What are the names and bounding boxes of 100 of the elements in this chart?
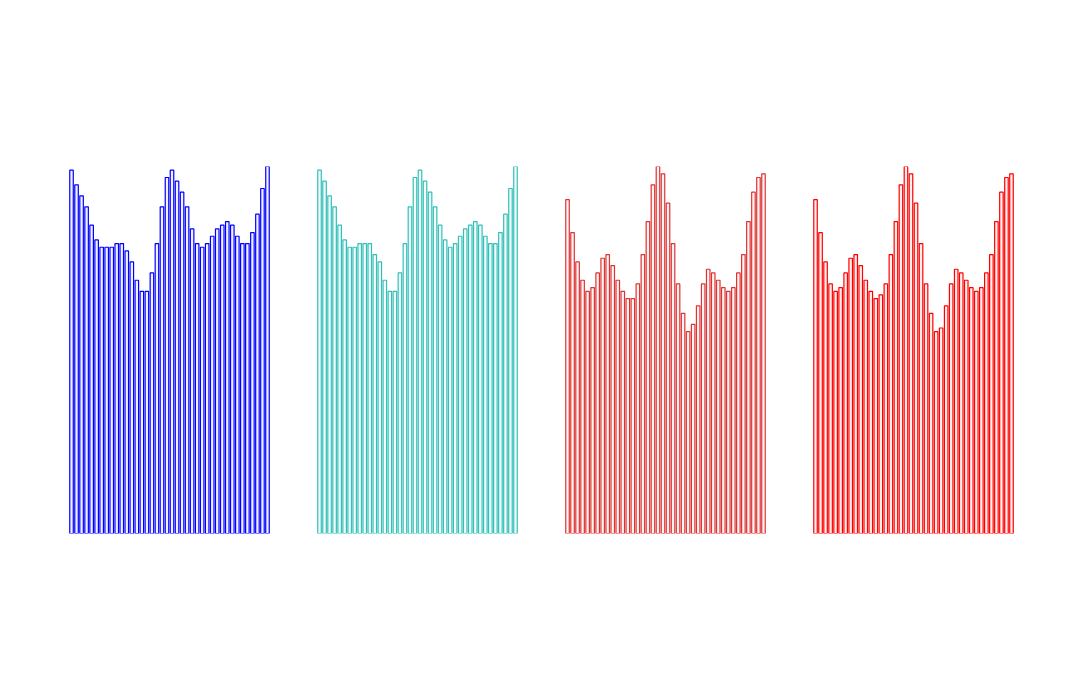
- bar: [863, 279, 869, 534]
- bar: [109, 246, 115, 534]
- bar: [229, 224, 235, 534]
- bar: [994, 220, 999, 534]
- bar: [741, 253, 746, 534]
- bar: [462, 228, 468, 534]
- bar: [630, 298, 636, 534]
- bar: [973, 290, 979, 534]
- bar: [79, 195, 84, 534]
- bar: [513, 166, 518, 534]
- bar: [730, 287, 736, 534]
- bar: [999, 191, 1004, 534]
- bar: [948, 283, 954, 534]
- bar: [89, 224, 94, 534]
- bar: [260, 187, 265, 534]
- bar: [700, 283, 706, 534]
- bar: [250, 231, 255, 534]
- bar: [746, 220, 751, 534]
- bar: [989, 253, 994, 534]
- bar: [600, 257, 606, 534]
- bar: [372, 253, 378, 534]
- bar: [114, 242, 120, 534]
- bar: [690, 323, 696, 534]
- bar: [620, 290, 626, 534]
- bar: [199, 246, 205, 534]
- bar: [357, 242, 363, 534]
- bar: [848, 257, 854, 534]
- bar: [868, 290, 874, 534]
- bar: [144, 290, 150, 534]
- bar: [736, 272, 741, 534]
- bar: [477, 224, 483, 534]
- bar: [1004, 176, 1009, 534]
- bar: [756, 176, 761, 534]
- bar: [139, 290, 145, 534]
- bar: [352, 246, 358, 534]
- bar: [853, 253, 859, 534]
- bar: [442, 239, 448, 534]
- bar: [322, 180, 327, 534]
- bar: [843, 272, 849, 534]
- bar: [605, 253, 611, 534]
- bar: [337, 224, 342, 534]
- bar: [382, 279, 388, 534]
- bar: [1009, 173, 1014, 534]
- bar: [958, 272, 964, 534]
- bar: [590, 287, 595, 534]
- bar: [635, 283, 641, 534]
- bar: [938, 327, 944, 534]
- bar: [720, 287, 726, 534]
- bar: [978, 287, 984, 534]
- bar: [245, 242, 250, 534]
- bar: [508, 187, 513, 534]
- bar: [377, 261, 383, 534]
- bar: [209, 235, 215, 534]
- bar: [953, 268, 959, 534]
- bar: [472, 220, 478, 534]
- bar: [710, 272, 716, 534]
- bar: [570, 231, 575, 534]
- bar: [194, 242, 200, 534]
- bar: [625, 298, 631, 534]
- bar: [452, 242, 458, 534]
- bar: [858, 264, 864, 534]
- bar: [595, 272, 601, 534]
- bar: [69, 169, 74, 534]
- bar: [615, 279, 621, 534]
- bar: [74, 184, 79, 534]
- bar: [838, 287, 843, 534]
- bar: [467, 224, 473, 534]
- bar: [565, 198, 570, 534]
- bar: [873, 298, 879, 534]
- bar: [818, 231, 823, 534]
- bar: [493, 242, 498, 534]
- bar: [124, 250, 130, 534]
- bar: [813, 198, 818, 534]
- bar: [387, 290, 393, 534]
- bar: [968, 287, 974, 534]
- bar: [685, 331, 691, 534]
- bar: [367, 242, 373, 534]
- bar: [94, 239, 99, 534]
- bar: [823, 261, 828, 534]
- bar: [332, 206, 337, 534]
- bar: [640, 253, 646, 534]
- bar: [342, 239, 347, 534]
- bar: [392, 290, 398, 534]
- bar: [833, 290, 838, 534]
- bar: [129, 261, 135, 534]
- bar: [933, 331, 939, 534]
- bar: [715, 279, 721, 534]
- bar: [327, 195, 332, 534]
- bar: [705, 268, 711, 534]
- bar: [84, 206, 89, 534]
- bar: [255, 213, 260, 534]
- bar: [437, 224, 443, 534]
- bar: [219, 224, 225, 534]
- bar: [347, 246, 353, 534]
- bar: [943, 305, 949, 534]
- bar: [888, 253, 894, 534]
- bar: [610, 264, 616, 534]
- bar: [447, 246, 453, 534]
- bar: [761, 173, 766, 534]
- bar: [575, 261, 580, 534]
